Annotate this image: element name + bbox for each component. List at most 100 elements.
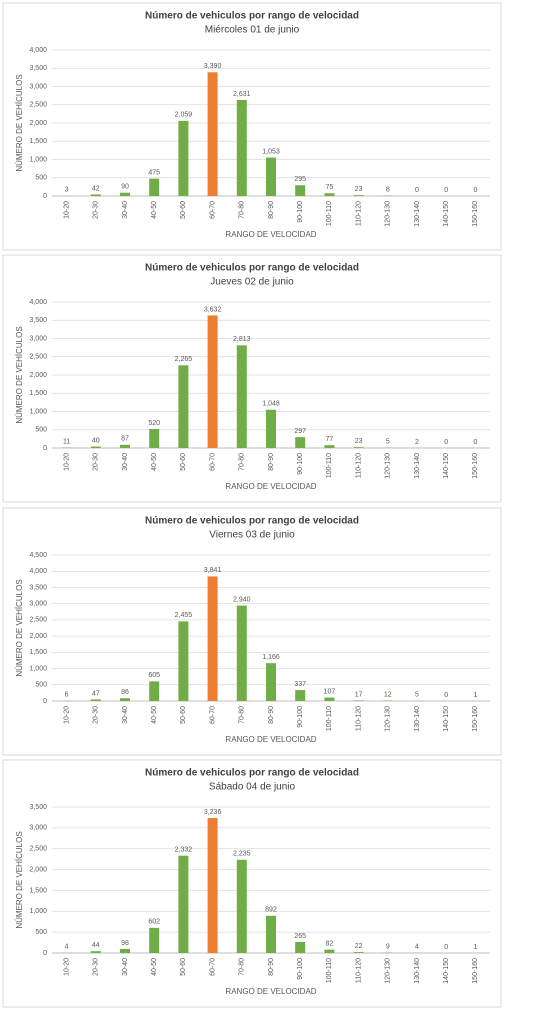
y-axis-title: NÚMERO DE VEHÍCULOS (15, 831, 24, 928)
bar (266, 157, 276, 196)
y-tick-label: 0 (43, 698, 47, 705)
x-tick-label: 110-120 (355, 201, 362, 226)
x-tick-label: 110-120 (355, 453, 362, 478)
value-label: 42 (92, 185, 100, 192)
bar (295, 941, 306, 953)
x-tick-label: 130-140 (414, 201, 421, 227)
y-tick-label: 2,500 (29, 354, 47, 361)
value-label: 2,813 (233, 336, 251, 343)
value-label: 107 (324, 688, 336, 695)
panel (2, 254, 502, 503)
bar (120, 948, 130, 953)
y-tick-label: 0 (43, 950, 47, 957)
value-label: 44 (92, 942, 100, 949)
value-label: 297 (294, 428, 306, 435)
y-tick-label: 3,000 (29, 825, 47, 832)
x-tick-label: 80-90 (268, 453, 275, 471)
value-label: 4 (415, 944, 419, 951)
x-tick-label: 90-100 (297, 201, 304, 223)
x-tick-label: 130-140 (414, 453, 421, 479)
value-label: 22 (355, 943, 363, 950)
x-tick-label: 150-160 (472, 201, 479, 227)
y-tick-label: 3,000 (29, 83, 47, 90)
x-tick-label: 20-30 (93, 958, 100, 976)
value-label: 3,390 (204, 63, 222, 70)
bar (353, 700, 364, 701)
value-label: 12 (384, 691, 392, 698)
bar (353, 195, 364, 196)
x-tick-label: 50-60 (180, 453, 187, 471)
value-label: 8 (386, 187, 390, 194)
x-tick-label: 90-100 (297, 958, 304, 980)
bar (178, 621, 189, 701)
value-label: 6 (65, 692, 69, 699)
bar (324, 949, 335, 953)
bar (90, 446, 101, 448)
x-tick-label: 40-50 (151, 958, 158, 976)
bar (236, 859, 247, 953)
value-label: 892 (265, 907, 277, 914)
x-tick-label: 70-80 (239, 958, 246, 976)
value-label: 605 (148, 672, 160, 679)
x-tick-label: 60-70 (209, 706, 216, 724)
y-tick-label: 2,500 (29, 102, 47, 109)
bar (90, 194, 101, 196)
value-label: 82 (326, 940, 334, 947)
value-label: 337 (294, 681, 306, 688)
x-axis-title: RANGO DE VELOCIDAD (225, 987, 316, 996)
y-tick-label: 3,000 (29, 601, 47, 608)
y-tick-label: 1,500 (29, 138, 47, 145)
y-tick-label: 4,500 (29, 552, 47, 559)
value-label: 90 (121, 184, 129, 191)
value-label: 77 (326, 436, 334, 443)
x-tick-label: 90-100 (297, 453, 304, 475)
y-tick-label: 3,500 (29, 584, 47, 591)
x-tick-label: 70-80 (239, 453, 246, 471)
y-tick-label: 1,000 (29, 665, 47, 672)
value-label: 98 (121, 940, 129, 947)
y-axis-title: NÚMERO DE VEHÍCULOS (15, 579, 24, 676)
x-tick-label: 120-130 (385, 201, 392, 227)
x-tick-label: 140-150 (443, 453, 450, 479)
y-tick-label: 500 (35, 427, 47, 434)
bar (324, 445, 335, 448)
x-tick-label: 140-150 (443, 958, 450, 984)
chart-title: Número de vehiculos por rango de velocid… (145, 263, 359, 274)
y-tick-label: 2,500 (29, 617, 47, 624)
x-tick-label: 90-100 (297, 706, 304, 728)
x-tick-label: 130-140 (414, 958, 421, 984)
y-tick-label: 1,500 (29, 390, 47, 397)
bar (353, 447, 364, 448)
value-label: 0 (415, 187, 419, 194)
value-label: 2,332 (175, 847, 193, 854)
value-label: 0 (473, 439, 477, 446)
value-label: 9 (386, 943, 390, 950)
y-tick-label: 500 (35, 682, 47, 689)
y-tick-label: 0 (43, 193, 47, 200)
bar (207, 576, 218, 701)
value-label: 0 (444, 692, 448, 699)
x-tick-label: 120-130 (385, 453, 392, 479)
x-tick-label: 120-130 (385, 706, 392, 732)
bar (236, 345, 247, 448)
bar (266, 663, 276, 701)
bar (178, 855, 189, 953)
x-tick-label: 140-150 (443, 201, 450, 227)
value-label: 75 (326, 184, 334, 191)
chart-title: Número de vehiculos por rango de velocid… (145, 768, 359, 779)
x-tick-label: 60-70 (209, 201, 216, 219)
y-tick-label: 1,500 (29, 649, 47, 656)
y-tick-label: 2,000 (29, 120, 47, 127)
x-tick-label: 20-30 (93, 201, 100, 219)
value-label: 40 (92, 437, 100, 444)
x-tick-label: 120-130 (385, 958, 392, 984)
panel (2, 507, 502, 756)
bar (236, 99, 247, 196)
bar (149, 681, 160, 701)
x-tick-label: 150-160 (472, 958, 479, 984)
value-label: 2 (415, 439, 419, 446)
y-tick-label: 1,000 (29, 408, 47, 415)
value-label: 295 (294, 176, 306, 183)
bar (324, 193, 335, 196)
y-tick-label: 3,500 (29, 804, 47, 811)
